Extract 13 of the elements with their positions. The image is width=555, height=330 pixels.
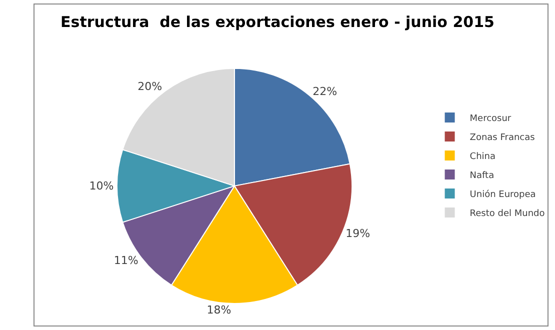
data-label: 19%	[346, 227, 370, 240]
data-label: 22%	[312, 85, 338, 98]
legend-label: China	[470, 152, 496, 162]
data-label: 11%	[114, 254, 138, 267]
legend-label: Mercosur	[470, 114, 512, 124]
data-label: 10%	[89, 179, 114, 192]
legend-label: Nafta	[470, 171, 494, 182]
legend-label: Resto del Mundo	[470, 209, 546, 220]
data-label: 20%	[138, 80, 162, 94]
legend-label: Zonas Francas	[470, 133, 536, 144]
data-label: 18%	[206, 303, 232, 316]
legend-label: Unión Europea	[470, 189, 536, 200]
chart-title: Estructura de las exportaciones enero - junio 2015	[60, 13, 494, 31]
